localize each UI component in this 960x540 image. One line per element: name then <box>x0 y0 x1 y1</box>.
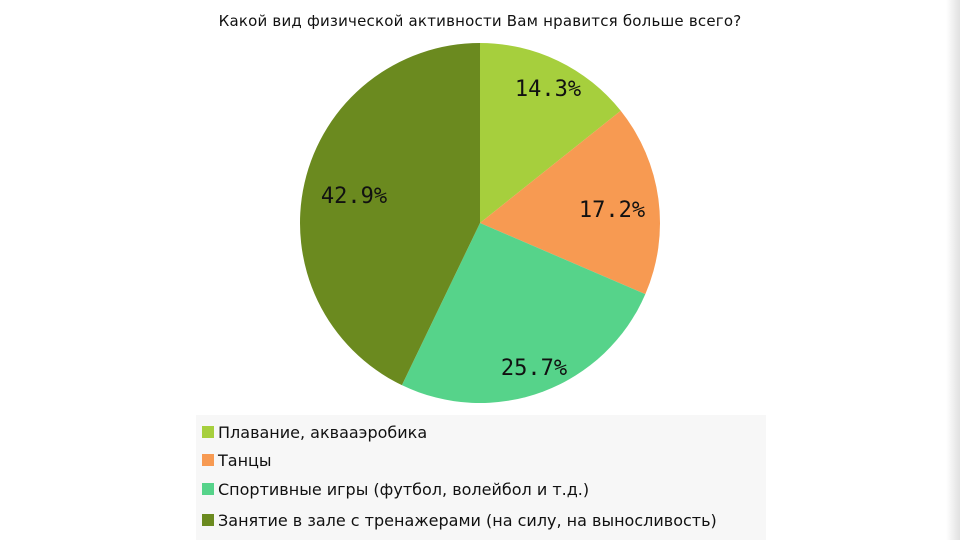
legend-label-dance: Танцы <box>218 450 272 470</box>
data-label-gym: 42.9% <box>321 184 387 209</box>
legend-item-swimming: Плавание, аквааэробика <box>202 421 427 443</box>
slide-edge-shadow <box>946 0 960 540</box>
pie-slice-gym <box>300 43 480 386</box>
legend-item-gym: Занятие в зале с тренажерами (на силу, н… <box>202 509 717 531</box>
pie-slice-swimming <box>480 43 621 223</box>
legend-swatch-sports-games <box>202 483 214 495</box>
data-label-sports-games: 25.7% <box>501 356 567 381</box>
chart-legend: Плавание, аквааэробика Танцы Спортивные … <box>196 415 766 540</box>
legend-label-sports-games: Спортивные игры (футбол, волейбол и т.д.… <box>218 479 590 499</box>
legend-label-gym: Занятие в зале с тренажерами (на силу, н… <box>218 510 717 530</box>
legend-item-dance: Танцы <box>202 449 272 471</box>
chart-title: Какой вид физической активности Вам нрав… <box>218 12 742 30</box>
legend-swatch-gym <box>202 514 214 526</box>
legend-item-sports-games: Спортивные игры (футбол, волейбол и т.д.… <box>202 478 589 500</box>
legend-label-swimming: Плавание, аквааэробика <box>218 422 428 442</box>
data-label-swimming: 14.3% <box>515 77 581 102</box>
data-label-dance: 17.2% <box>579 198 645 223</box>
legend-swatch-dance <box>202 454 214 466</box>
pie-slice-sports-games <box>401 223 646 403</box>
legend-swatch-swimming <box>202 426 214 438</box>
pie-slice-dance <box>480 110 660 295</box>
